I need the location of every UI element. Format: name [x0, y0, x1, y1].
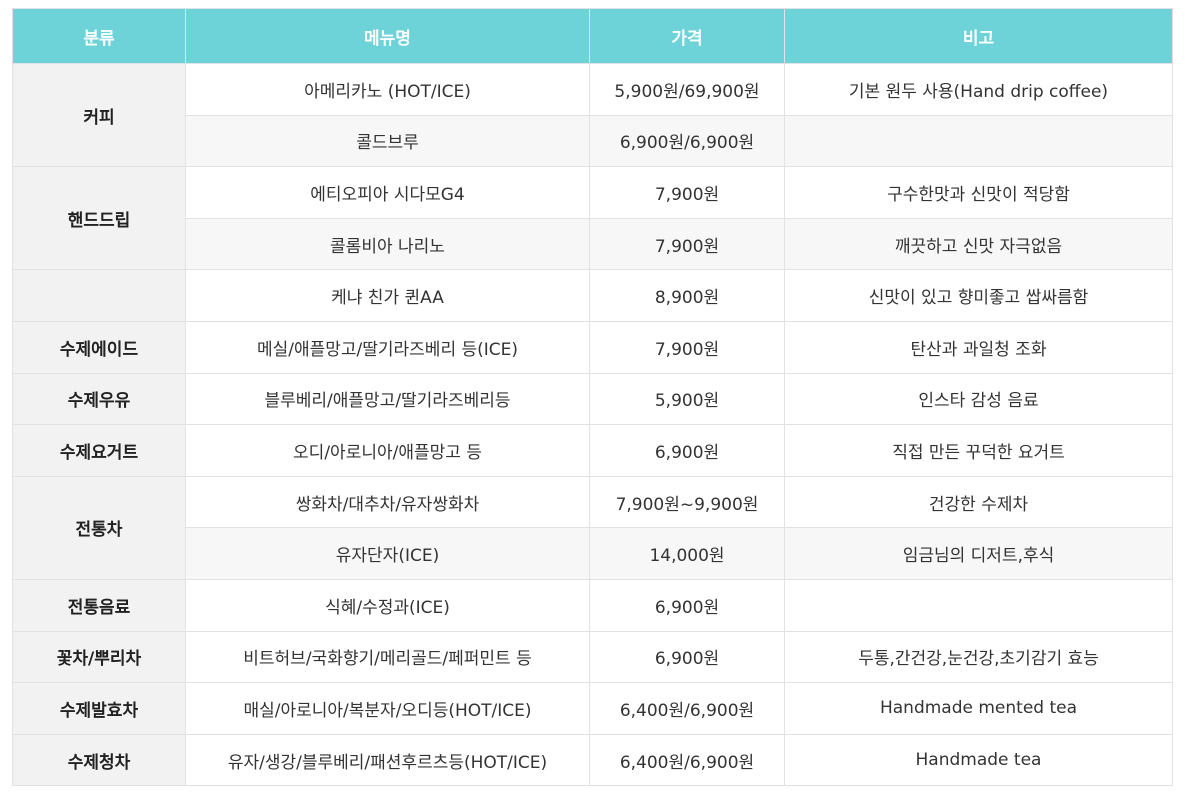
table-row: 콜드브루 6,900원/6,900원	[13, 114, 1173, 168]
price-cell: 14,000원	[589, 527, 785, 580]
table-row: 전통차 쌍화차/대추차/유자쌍화차 7,900원~9,900원 건강한 수제차	[12, 475, 1173, 580]
note-cell: 신맛이 있고 향미좋고 쌉싸름함	[784, 269, 1173, 322]
table-row: 수제발효차 매실/아로니아/복분자/오디등(HOT/ICE) 6,400원/6,…	[12, 682, 1173, 735]
menu-cell: 오디/아로니아/애플망고 등	[185, 424, 590, 477]
price-cell: 7,900원	[589, 320, 785, 374]
category-cell: 수제우유	[12, 372, 186, 426]
category-cell: 커피	[12, 62, 186, 168]
table-row: 콜롬비아 나리노 7,900원 깨끗하고 신맛 자극없음	[13, 217, 1173, 271]
price-cell: 7,900원	[589, 217, 785, 271]
table-row: 커피 아메리카노 (HOT/ICE) 5,900원/69,900원 기본 원두 …	[12, 62, 1173, 168]
menu-cell: 블루베리/애플망고/딸기라즈베리등	[185, 372, 590, 426]
table-row: 유자단자(ICE) 14,000원 임금님의 디저트,후식	[13, 527, 1173, 580]
table-row: 수제에이드 메실/애플망고/딸기라즈베리 등(ICE) 7,900원 탄산과 과…	[12, 320, 1173, 374]
note-cell	[784, 114, 1173, 168]
note-cell: Handmade tea	[784, 733, 1173, 787]
category-cell: 전통음료	[12, 578, 186, 632]
header-note: 비고	[784, 8, 1173, 64]
note-cell: Handmade mented tea	[784, 682, 1173, 735]
menu-table: 분류 메뉴명 가격 비고 커피 아메리카노 (HOT/ICE) 5,900원/6…	[12, 8, 1173, 787]
header-price: 가격	[589, 8, 785, 64]
note-cell: 기본 원두 사용(Hand drip coffee)	[784, 63, 1173, 116]
header-menu: 메뉴명	[185, 8, 590, 64]
menu-cell: 유자단자(ICE)	[185, 527, 590, 580]
menu-cell: 매실/아로니아/복분자/오디등(HOT/ICE)	[185, 682, 590, 735]
menu-cell: 콜드브루	[185, 114, 590, 168]
price-cell: 6,900원	[589, 630, 785, 684]
table-row: 케냐 친가 퀸AA 8,900원 신맛이 있고 향미좋고 쌉싸름함	[12, 269, 1173, 322]
price-cell: 6,900원	[589, 578, 785, 632]
menu-cell: 유자/생강/블루베리/패션후르츠등(HOT/ICE)	[185, 733, 590, 787]
table-row: 수제우유 블루베리/애플망고/딸기라즈베리등 5,900원 인스타 감성 음료	[12, 372, 1173, 426]
menu-cell: 메실/애플망고/딸기라즈베리 등(ICE)	[185, 320, 590, 374]
table-row: 수제청차 유자/생강/블루베리/패션후르츠등(HOT/ICE) 6,400원/6…	[12, 733, 1173, 787]
note-cell: 임금님의 디저트,후식	[784, 527, 1173, 580]
table-header-row: 분류 메뉴명 가격 비고	[12, 8, 1173, 64]
price-cell: 5,900원	[589, 372, 785, 426]
note-cell: 두통,간건강,눈건강,초기감기 효능	[784, 630, 1173, 684]
category-cell: 수제요거트	[12, 424, 186, 477]
price-cell: 7,900원~9,900원	[589, 475, 785, 529]
note-cell	[784, 578, 1173, 632]
category-cell: 수제에이드	[12, 320, 186, 374]
note-cell: 구수한맛과 신맛이 적당함	[784, 166, 1173, 219]
category-cell: 꽃차/뿌리차	[12, 630, 186, 684]
header-category: 분류	[12, 8, 186, 64]
note-cell: 탄산과 과일청 조화	[784, 320, 1173, 374]
table-row: 수제요거트 오디/아로니아/애플망고 등 6,900원 직접 만든 꾸덕한 요거…	[12, 424, 1173, 477]
category-cell: 수제청차	[12, 733, 186, 787]
menu-cell: 아메리카노 (HOT/ICE)	[185, 63, 590, 116]
menu-cell: 에티오피아 시다모G4	[185, 166, 590, 219]
table-row: 꽃차/뿌리차 비트허브/국화향기/메리골드/페퍼민트 등 6,900원 두통,간…	[12, 630, 1173, 684]
note-cell: 깨끗하고 신맛 자극없음	[784, 217, 1173, 271]
note-cell: 건강한 수제차	[784, 475, 1173, 529]
category-cell: 핸드드립	[12, 166, 186, 271]
menu-cell: 쌍화차/대추차/유자쌍화차	[185, 475, 590, 529]
price-cell: 5,900원/69,900원	[589, 63, 785, 116]
table-body: 커피 아메리카노 (HOT/ICE) 5,900원/69,900원 기본 원두 …	[12, 62, 1173, 787]
note-cell: 인스타 감성 음료	[784, 372, 1173, 426]
note-cell: 직접 만든 꾸덕한 요거트	[784, 424, 1173, 477]
table-row: 전통음료 식혜/수정과(ICE) 6,900원	[12, 578, 1173, 632]
price-cell: 8,900원	[589, 269, 785, 322]
menu-cell: 식혜/수정과(ICE)	[185, 578, 590, 632]
price-cell: 6,400원/6,900원	[589, 733, 785, 787]
price-cell: 6,400원/6,900원	[589, 682, 785, 735]
menu-cell: 케냐 친가 퀸AA	[185, 269, 590, 322]
price-cell: 7,900원	[589, 166, 785, 219]
category-cell: 수제발효차	[12, 682, 186, 735]
price-cell: 6,900원	[589, 424, 785, 477]
price-cell: 6,900원/6,900원	[589, 114, 785, 168]
menu-table-container: 분류 메뉴명 가격 비고 커피 아메리카노 (HOT/ICE) 5,900원/6…	[12, 8, 1173, 787]
category-cell	[12, 269, 186, 322]
category-cell: 전통차	[12, 475, 186, 580]
menu-cell: 비트허브/국화향기/메리골드/페퍼민트 등	[185, 630, 590, 684]
menu-cell: 콜롬비아 나리노	[185, 217, 590, 271]
table-row: 핸드드립 에티오피아 시다모G4 7,900원 구수한맛과 신맛이 적당함	[12, 166, 1173, 271]
